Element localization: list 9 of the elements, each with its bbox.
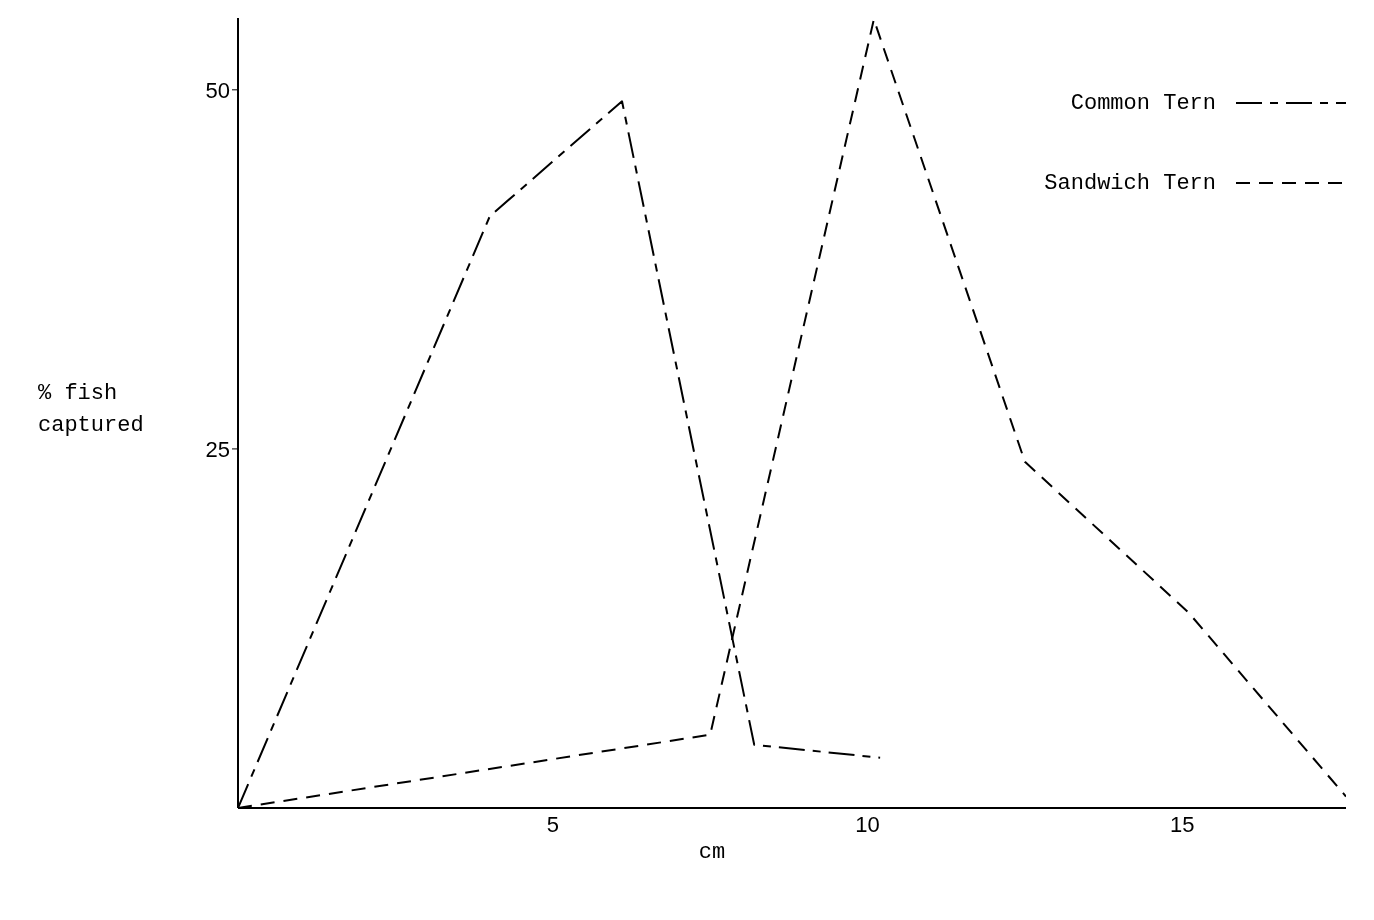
legend-label: Common Tern	[1070, 90, 1216, 116]
y-tick-label: 50	[205, 77, 230, 103]
y-axis-title: % fish captured	[38, 380, 145, 440]
x-tick-label: 15	[1170, 811, 1195, 837]
legend-label: Sandwich Tern	[1044, 170, 1216, 196]
x-tick-label: 5	[546, 811, 559, 837]
x-tick-label: 10	[855, 811, 880, 837]
x-axis-title: cm	[698, 840, 726, 865]
y-tick-label: 25	[205, 436, 230, 462]
